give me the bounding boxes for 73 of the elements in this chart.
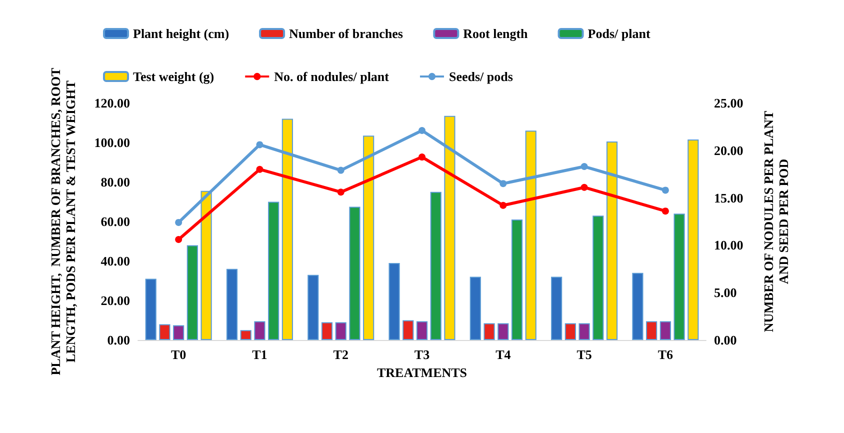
x-tick-label: T3 bbox=[414, 347, 430, 362]
point bbox=[256, 166, 264, 173]
bar bbox=[173, 325, 184, 340]
bar bbox=[592, 216, 604, 340]
y-tick-label: 20.00 bbox=[100, 293, 130, 308]
y-tick-label: 80.00 bbox=[100, 174, 130, 190]
point bbox=[580, 184, 588, 191]
y-axis-title: PLANT HEIGHT, NUMBER OF BRANCHES, ROOT LENGTH, PODS PER PLANT & TEST WEIGHT bbox=[48, 67, 78, 376]
bar bbox=[388, 262, 400, 340]
bar bbox=[240, 330, 252, 340]
bar bbox=[349, 206, 360, 340]
bar bbox=[498, 323, 509, 340]
bar bbox=[564, 323, 576, 340]
point bbox=[662, 208, 669, 215]
point bbox=[662, 186, 669, 194]
y2-tick-label: 10.00 bbox=[714, 238, 744, 253]
bar bbox=[416, 321, 428, 340]
y-tick-label: 100.00 bbox=[94, 135, 130, 150]
x-tick-label: T5 bbox=[576, 347, 592, 362]
bar bbox=[660, 321, 671, 340]
point bbox=[337, 188, 344, 196]
legend-label: No. of nodules/ plant bbox=[274, 69, 390, 84]
y2-axis-title: NUMBER OF NODULES PER PLANT AND SEED PER POD bbox=[761, 110, 791, 332]
bar bbox=[646, 321, 658, 340]
point bbox=[580, 163, 588, 170]
bar bbox=[551, 276, 562, 340]
x-tick-label: T4 bbox=[496, 347, 512, 362]
bar bbox=[268, 202, 280, 340]
y2-tick-label: 25.00 bbox=[714, 96, 744, 110]
point bbox=[418, 154, 426, 161]
point bbox=[175, 218, 182, 226]
bar bbox=[511, 220, 523, 340]
y-tick-label: 120.00 bbox=[94, 96, 130, 110]
bar bbox=[335, 322, 346, 340]
x-tick-label: T2 bbox=[333, 347, 348, 362]
legend-label: Root length bbox=[463, 26, 529, 41]
point bbox=[500, 180, 507, 188]
legend-label: Pods/ plant bbox=[588, 26, 651, 41]
point bbox=[337, 166, 344, 174]
bar bbox=[578, 323, 590, 340]
point bbox=[500, 202, 507, 209]
y2-tick-label: 20.00 bbox=[714, 142, 744, 158]
legend-label: Seeds/ pods bbox=[448, 69, 513, 84]
y2-tick-label: 5.00 bbox=[714, 285, 737, 300]
bar bbox=[484, 323, 495, 340]
y-tick-label: 60.00 bbox=[100, 214, 130, 229]
bar bbox=[308, 274, 319, 340]
x-axis-title: TREATMENTS bbox=[376, 364, 468, 380]
bar bbox=[688, 140, 699, 340]
point bbox=[256, 141, 264, 148]
bar bbox=[674, 214, 685, 340]
bar bbox=[321, 322, 333, 340]
y2-tick-label: 0.00 bbox=[714, 332, 737, 348]
bar bbox=[226, 268, 238, 340]
y-tick-label: 0.00 bbox=[107, 332, 130, 348]
legend-label: Test weight (g) bbox=[133, 69, 214, 84]
bar bbox=[430, 192, 442, 340]
x-tick-label: T6 bbox=[658, 347, 674, 362]
bar bbox=[402, 320, 414, 340]
x-tick-label: T0 bbox=[170, 347, 186, 362]
y-tick-label: 40.00 bbox=[100, 254, 130, 268]
legend-label: Number of branches bbox=[289, 26, 403, 41]
bar bbox=[632, 272, 644, 340]
x-tick-label: T1 bbox=[252, 347, 268, 362]
legend-label: Plant height (cm) bbox=[133, 26, 230, 41]
bar bbox=[254, 321, 266, 340]
y2-tick-label: 15.00 bbox=[714, 190, 744, 206]
point bbox=[418, 126, 426, 134]
bar bbox=[470, 276, 481, 340]
bar bbox=[159, 324, 170, 340]
point bbox=[175, 236, 182, 244]
bar bbox=[145, 278, 156, 340]
bar bbox=[186, 245, 198, 340]
